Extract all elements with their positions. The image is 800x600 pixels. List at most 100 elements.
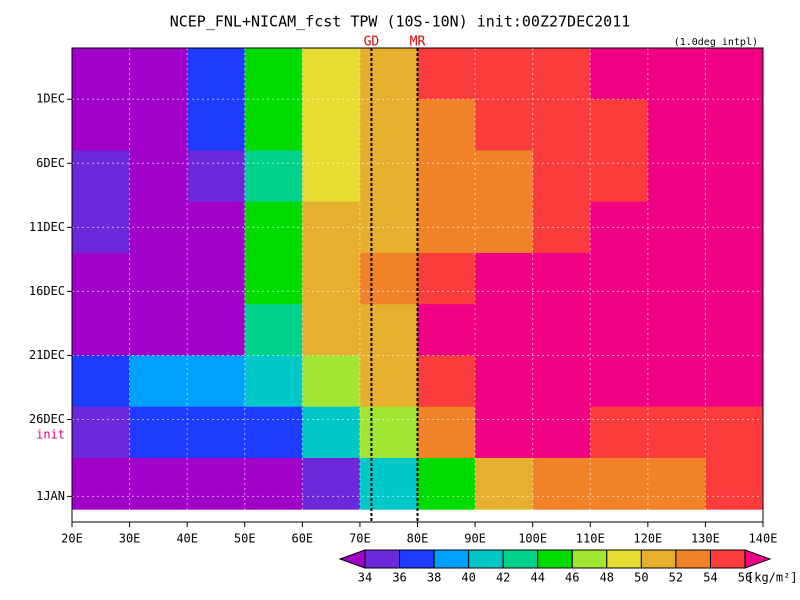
- heat-cell: [417, 304, 476, 356]
- heat-cell: [590, 150, 649, 203]
- colorbar-swatch: [571, 549, 608, 569]
- heat-cell: [417, 48, 476, 100]
- chart-title: NCEP_FNL+NICAM_fcst TPW (10S-10N) init:0…: [170, 13, 631, 31]
- heat-cell: [302, 304, 361, 356]
- colorbar-swatch: [709, 549, 746, 569]
- x-tick-label: 20E: [61, 532, 83, 546]
- heat-cell: [359, 457, 418, 510]
- x-tick-label: 30E: [119, 532, 141, 546]
- heat-cell: [647, 252, 706, 305]
- colorbar-label: 54: [703, 571, 717, 585]
- y-tick-label: 16DEC: [29, 284, 65, 298]
- colorbar-swatch: [606, 549, 642, 569]
- heat-cell: [417, 406, 476, 459]
- heat-cell: [187, 406, 246, 459]
- heat-cell: [647, 457, 706, 510]
- heat-cell: [475, 406, 534, 459]
- heat-cell: [705, 48, 763, 100]
- x-tick-label: 130E: [691, 532, 720, 546]
- heat-cell: [302, 252, 361, 305]
- heat-cell: [72, 355, 131, 408]
- heat-cell: [647, 150, 706, 203]
- colorbar-swatch: [640, 549, 677, 569]
- heat-cell: [590, 355, 649, 408]
- heat-cell: [187, 457, 246, 510]
- heat-cell: [129, 406, 188, 459]
- y-tick-label: 26DEC: [29, 412, 65, 426]
- x-tick-label: 120E: [633, 532, 662, 546]
- heat-cell: [359, 150, 418, 203]
- heat-cell: [417, 252, 476, 305]
- heat-cell: [129, 355, 188, 408]
- colorbar-label: 34: [358, 571, 372, 585]
- heat-cell: [705, 355, 763, 408]
- colorbar-low: [338, 549, 366, 569]
- heat-cell: [705, 457, 763, 510]
- heat-cell: [532, 355, 591, 408]
- colorbar-label: 38: [427, 571, 441, 585]
- colorbar-swatch: [399, 549, 435, 569]
- heat-cell: [302, 457, 361, 510]
- subtitle: (1.0deg intpl): [674, 37, 758, 48]
- heat-cell: [72, 99, 131, 151]
- heat-cell: [129, 457, 188, 510]
- heat-cell: [475, 252, 534, 305]
- heat-cell: [532, 252, 591, 305]
- x-tick-label: 60E: [291, 532, 313, 546]
- x-tick-label: 90E: [464, 532, 486, 546]
- heat-cell: [129, 252, 188, 305]
- heat-cell: [590, 252, 649, 305]
- heat-cell: [475, 457, 534, 510]
- heat-cell: [417, 99, 476, 151]
- heat-cell: [187, 48, 246, 100]
- heat-cell: [244, 99, 303, 151]
- colorbar-label: 40: [461, 571, 475, 585]
- heat-cell: [647, 48, 706, 100]
- heat-cell: [244, 48, 303, 100]
- colorbar-label: 52: [669, 571, 683, 585]
- colorbar-label: 50: [634, 571, 648, 585]
- y-tick-label: 11DEC: [29, 220, 65, 234]
- colorbar-swatch: [675, 549, 711, 569]
- colorbar-label: 44: [531, 571, 545, 585]
- heat-cell: [187, 252, 246, 305]
- heat-cell: [302, 201, 361, 254]
- heat-cell: [532, 99, 591, 151]
- heat-cell: [129, 48, 188, 100]
- heat-cell: [705, 99, 763, 151]
- heat-cell: [187, 355, 246, 408]
- heat-cell: [705, 150, 763, 203]
- x-tick-label: 40E: [176, 532, 198, 546]
- heat-cell: [244, 150, 303, 203]
- heat-cell: [129, 304, 188, 356]
- heat-cell: [187, 150, 246, 203]
- y-tick-label: 1JAN: [36, 489, 65, 503]
- heat-cell: [475, 150, 534, 203]
- heat-cell: [647, 406, 706, 459]
- heat-cell: [647, 304, 706, 356]
- heat-cell: [359, 304, 418, 356]
- x-tick-label: 100E: [518, 532, 547, 546]
- heat-cell: [417, 355, 476, 408]
- x-tick-label: 110E: [576, 532, 605, 546]
- heat-cell: [417, 201, 476, 254]
- heat-cell: [475, 99, 534, 151]
- heat-cell: [244, 406, 303, 459]
- heat-cell: [532, 48, 591, 100]
- heat-cell: [475, 48, 534, 100]
- marker-label: GD: [364, 35, 380, 50]
- heat-cell: [590, 99, 649, 151]
- heat-cell: [532, 150, 591, 203]
- heat-cell: [590, 304, 649, 356]
- heat-cell: [590, 48, 649, 100]
- x-tick-label: 70E: [349, 532, 371, 546]
- colorbar-unit: [kg/m²]: [747, 571, 798, 585]
- colorbar-label: 36: [392, 571, 406, 585]
- heat-cell: [302, 355, 361, 408]
- heat-cell: [417, 150, 476, 203]
- heat-cell: [187, 201, 246, 254]
- heat-cell: [417, 457, 476, 510]
- init-label: init: [36, 427, 65, 441]
- heat-cell: [705, 252, 763, 305]
- heat-cell: [244, 457, 303, 510]
